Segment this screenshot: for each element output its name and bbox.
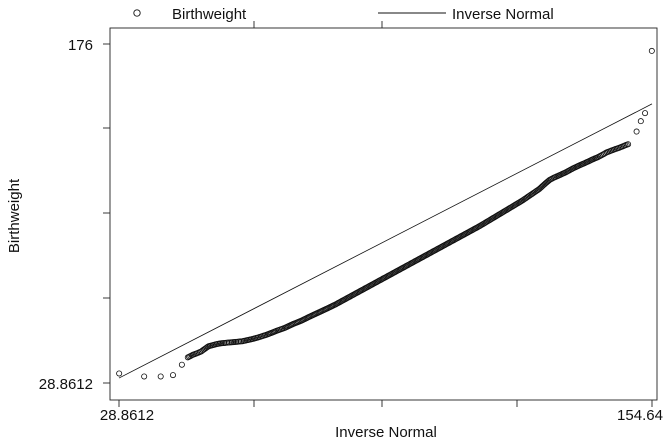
x-axis-ticks: [118, 21, 653, 407]
legend-label: Inverse Normal: [452, 6, 554, 23]
data-point: [157, 373, 164, 380]
data-point: [169, 372, 176, 379]
data-point: [178, 361, 185, 368]
legend: Birthweight Inverse Normal: [133, 6, 554, 23]
y-tick-label-top: 176: [68, 37, 93, 54]
x-tick-label-right: 154.64: [617, 407, 663, 424]
legend-item-birthweight: Birthweight: [133, 6, 247, 23]
y-axis-title: Birthweight: [6, 178, 23, 253]
plot-frame: [109, 27, 658, 401]
data-point: [116, 370, 123, 377]
reference-line: [118, 103, 653, 379]
legend-label: Birthweight: [172, 6, 247, 23]
data-point: [642, 110, 649, 117]
x-axis-title: Inverse Normal: [335, 424, 437, 441]
reference-line-layer: [118, 103, 653, 379]
legend-item-inverse-normal: Inverse Normal: [378, 6, 554, 23]
data-point: [637, 118, 644, 125]
data-point: [141, 373, 148, 380]
data-point: [633, 128, 640, 135]
data-point: [648, 47, 655, 54]
points-layer: [116, 47, 655, 380]
hollow-circle-icon: [133, 9, 141, 17]
y-tick-label-bottom: 28.8612: [39, 376, 93, 393]
y-axis-ticks: [103, 43, 110, 384]
data-point: [625, 141, 632, 148]
x-tick-label-left: 28.8612: [100, 407, 154, 424]
